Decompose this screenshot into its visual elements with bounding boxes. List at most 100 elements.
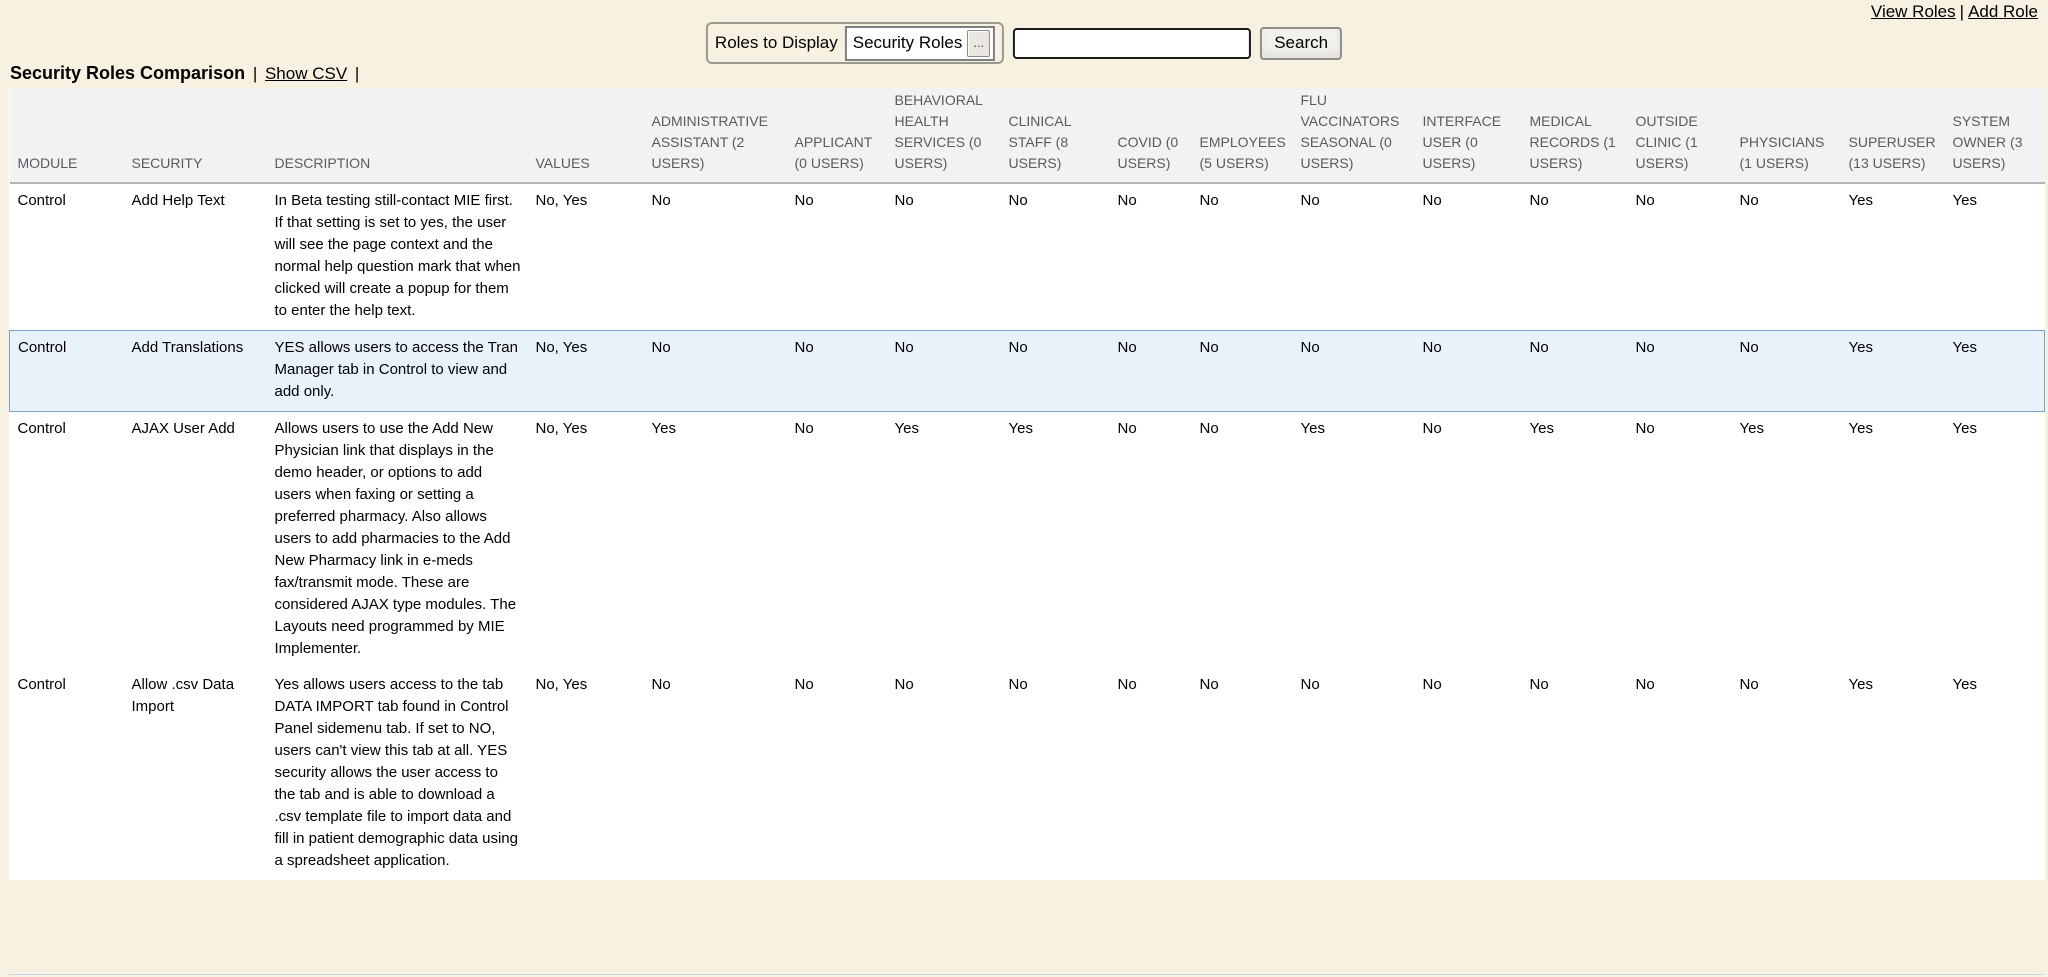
role-value-cell: No xyxy=(1422,676,1442,693)
search-button[interactable]: Search xyxy=(1260,26,1343,60)
role-value-cell: No xyxy=(1422,420,1442,437)
next-row-top-border xyxy=(9,974,2044,975)
description-cell: Allows users to use the Add New Physicia… xyxy=(274,420,517,657)
column-header: CLINICAL STAFF (8 USERS) xyxy=(1000,88,1110,184)
table-row[interactable]: Control Add Translations YES allows users … xyxy=(9,330,2045,412)
column-header: BEHAVIORAL HEALTH SERVICES (0 USERS) xyxy=(886,88,1001,184)
add-role-link[interactable]: Add Role xyxy=(1968,2,2038,21)
module-cell: Control xyxy=(17,676,66,693)
roles-select[interactable]: Security Roles ... xyxy=(844,25,996,61)
role-value-cell: No xyxy=(1300,192,1320,209)
role-value-cell: No xyxy=(1739,192,1759,209)
role-value-cell: Yes xyxy=(894,420,919,437)
values-cell: No, Yes xyxy=(527,330,644,412)
roles-select-value: Security Roles xyxy=(852,33,963,52)
description-cell: In Beta testing still-contact MIE first.… xyxy=(274,192,521,319)
column-header: MEDICAL RECORDS (1 USERS) xyxy=(1521,88,1628,184)
heading-separator-right: | xyxy=(354,64,360,83)
top-nav-separator: | xyxy=(1959,2,1965,21)
column-header: VALUES xyxy=(527,88,644,184)
role-value-cell: No xyxy=(1199,420,1219,437)
role-value-cell: Yes xyxy=(1300,420,1325,437)
top-nav: View Roles | Add Role xyxy=(1871,2,2038,22)
module-cell: Control xyxy=(9,330,124,412)
column-header: SUPERUSER (13 USERS) xyxy=(1840,88,1945,184)
role-value-cell: No xyxy=(1731,330,1841,412)
column-header: OUTSIDE CLINIC (1 USERS) xyxy=(1627,88,1732,184)
page-title: Security Roles Comparison xyxy=(10,63,246,83)
view-roles-link[interactable]: View Roles xyxy=(1870,2,1956,21)
role-value-cell: No xyxy=(1635,420,1655,437)
role-value-cell: No xyxy=(1414,330,1522,412)
role-value-cell: No xyxy=(794,192,814,209)
column-header: ADMINISTRATIVE ASSISTANT (2 USERS) xyxy=(643,88,787,184)
module-cell: Control xyxy=(17,192,66,209)
column-header: INTERFACE USER (0 USERS) xyxy=(1414,88,1522,184)
show-csv-link[interactable]: Show CSV xyxy=(264,64,348,83)
roles-picker-button[interactable]: ... xyxy=(967,29,991,57)
role-value-cell: No xyxy=(1117,420,1137,437)
role-value-cell: Yes xyxy=(1848,420,1873,437)
description-cell: YES allows users to access the Tran Mana… xyxy=(266,330,528,412)
values-cell: No, Yes xyxy=(535,192,588,209)
column-header: DESCRIPTION xyxy=(266,88,528,184)
security-cell: Add Help Text xyxy=(131,192,225,209)
role-value-cell: Yes xyxy=(651,420,676,437)
search-input[interactable] xyxy=(1013,27,1252,59)
role-value-cell: No xyxy=(651,192,671,209)
values-cell: No, Yes xyxy=(535,420,588,437)
role-value-cell: No xyxy=(894,676,914,693)
roles-comparison-table-wrap: MODULE SECURITY DESCRIPTION VALUES ADMINISTR… xyxy=(9,88,2045,880)
role-value-cell: Yes xyxy=(1840,330,1945,412)
role-value-cell: Yes xyxy=(1008,420,1033,437)
module-cell: Control xyxy=(17,420,66,437)
role-value-cell: No xyxy=(794,420,814,437)
table-row[interactable]: Control AJAX User Add Allows users to use … xyxy=(10,412,2045,669)
role-value-cell: No xyxy=(1521,330,1628,412)
role-value-cell: No xyxy=(1109,330,1192,412)
column-header: PHYSICIANS (1 USERS) xyxy=(1731,88,1841,184)
roles-to-display-group: Roles to Display Security Roles ... xyxy=(705,22,1005,64)
role-value-cell: No xyxy=(786,330,887,412)
column-header: SECURITY xyxy=(123,88,267,184)
role-value-cell: No xyxy=(1199,676,1219,693)
role-value-cell: No xyxy=(1300,676,1320,693)
roles-toolbar: Roles to Display Security Roles ... Sear… xyxy=(705,22,1343,64)
role-value-cell: No xyxy=(794,676,814,693)
column-header: MODULE xyxy=(9,88,124,184)
column-header: EMPLOYEES (5 USERS) xyxy=(1191,88,1293,184)
page-heading: Security Roles Comparison | Show CSV | xyxy=(10,63,362,84)
column-header: COVID (0 USERS) xyxy=(1109,88,1192,184)
role-value-cell: No xyxy=(1422,192,1442,209)
values-cell: No, Yes xyxy=(535,676,588,693)
role-value-cell: Yes xyxy=(1952,676,1977,693)
role-value-cell: Yes xyxy=(1952,420,1977,437)
column-header: SYSTEM OWNER (3 USERS) xyxy=(1944,88,2045,184)
role-value-cell: No xyxy=(1000,330,1110,412)
role-value-cell: No xyxy=(1529,676,1549,693)
role-value-cell: Yes xyxy=(1529,420,1554,437)
role-value-cell: No xyxy=(1529,192,1549,209)
roles-comparison-table: MODULE SECURITY DESCRIPTION VALUES ADMINISTR… xyxy=(9,88,2045,880)
security-cell: AJAX User Add xyxy=(131,420,235,437)
role-value-cell: No xyxy=(1008,192,1028,209)
table-row[interactable]: Control Allow .csv Data Import Yes allows … xyxy=(10,668,2045,880)
table-row[interactable]: Control Add Help Text In Beta testing stil… xyxy=(10,183,2045,331)
role-value-cell: Yes xyxy=(1952,192,1977,209)
role-value-cell: Yes xyxy=(1944,330,2045,412)
role-value-cell: Yes xyxy=(1848,192,1873,209)
column-header: FLU VACCINATORS SEASONAL (0 USERS) xyxy=(1292,88,1415,184)
role-value-cell: No xyxy=(886,330,1001,412)
role-value-cell: No xyxy=(894,192,914,209)
role-value-cell: No xyxy=(1117,192,1137,209)
role-value-cell: No xyxy=(1292,330,1415,412)
role-value-cell: No xyxy=(1739,676,1759,693)
role-value-cell: No xyxy=(1191,330,1293,412)
security-cell: Allow .csv Data Import xyxy=(131,676,235,715)
role-value-cell: Yes xyxy=(1848,676,1873,693)
role-value-cell: No xyxy=(1117,676,1137,693)
role-value-cell: No xyxy=(651,676,671,693)
role-value-cell: No xyxy=(643,330,787,412)
roles-to-display-label: Roles to Display xyxy=(714,33,838,52)
heading-separator-left: | xyxy=(252,64,258,83)
